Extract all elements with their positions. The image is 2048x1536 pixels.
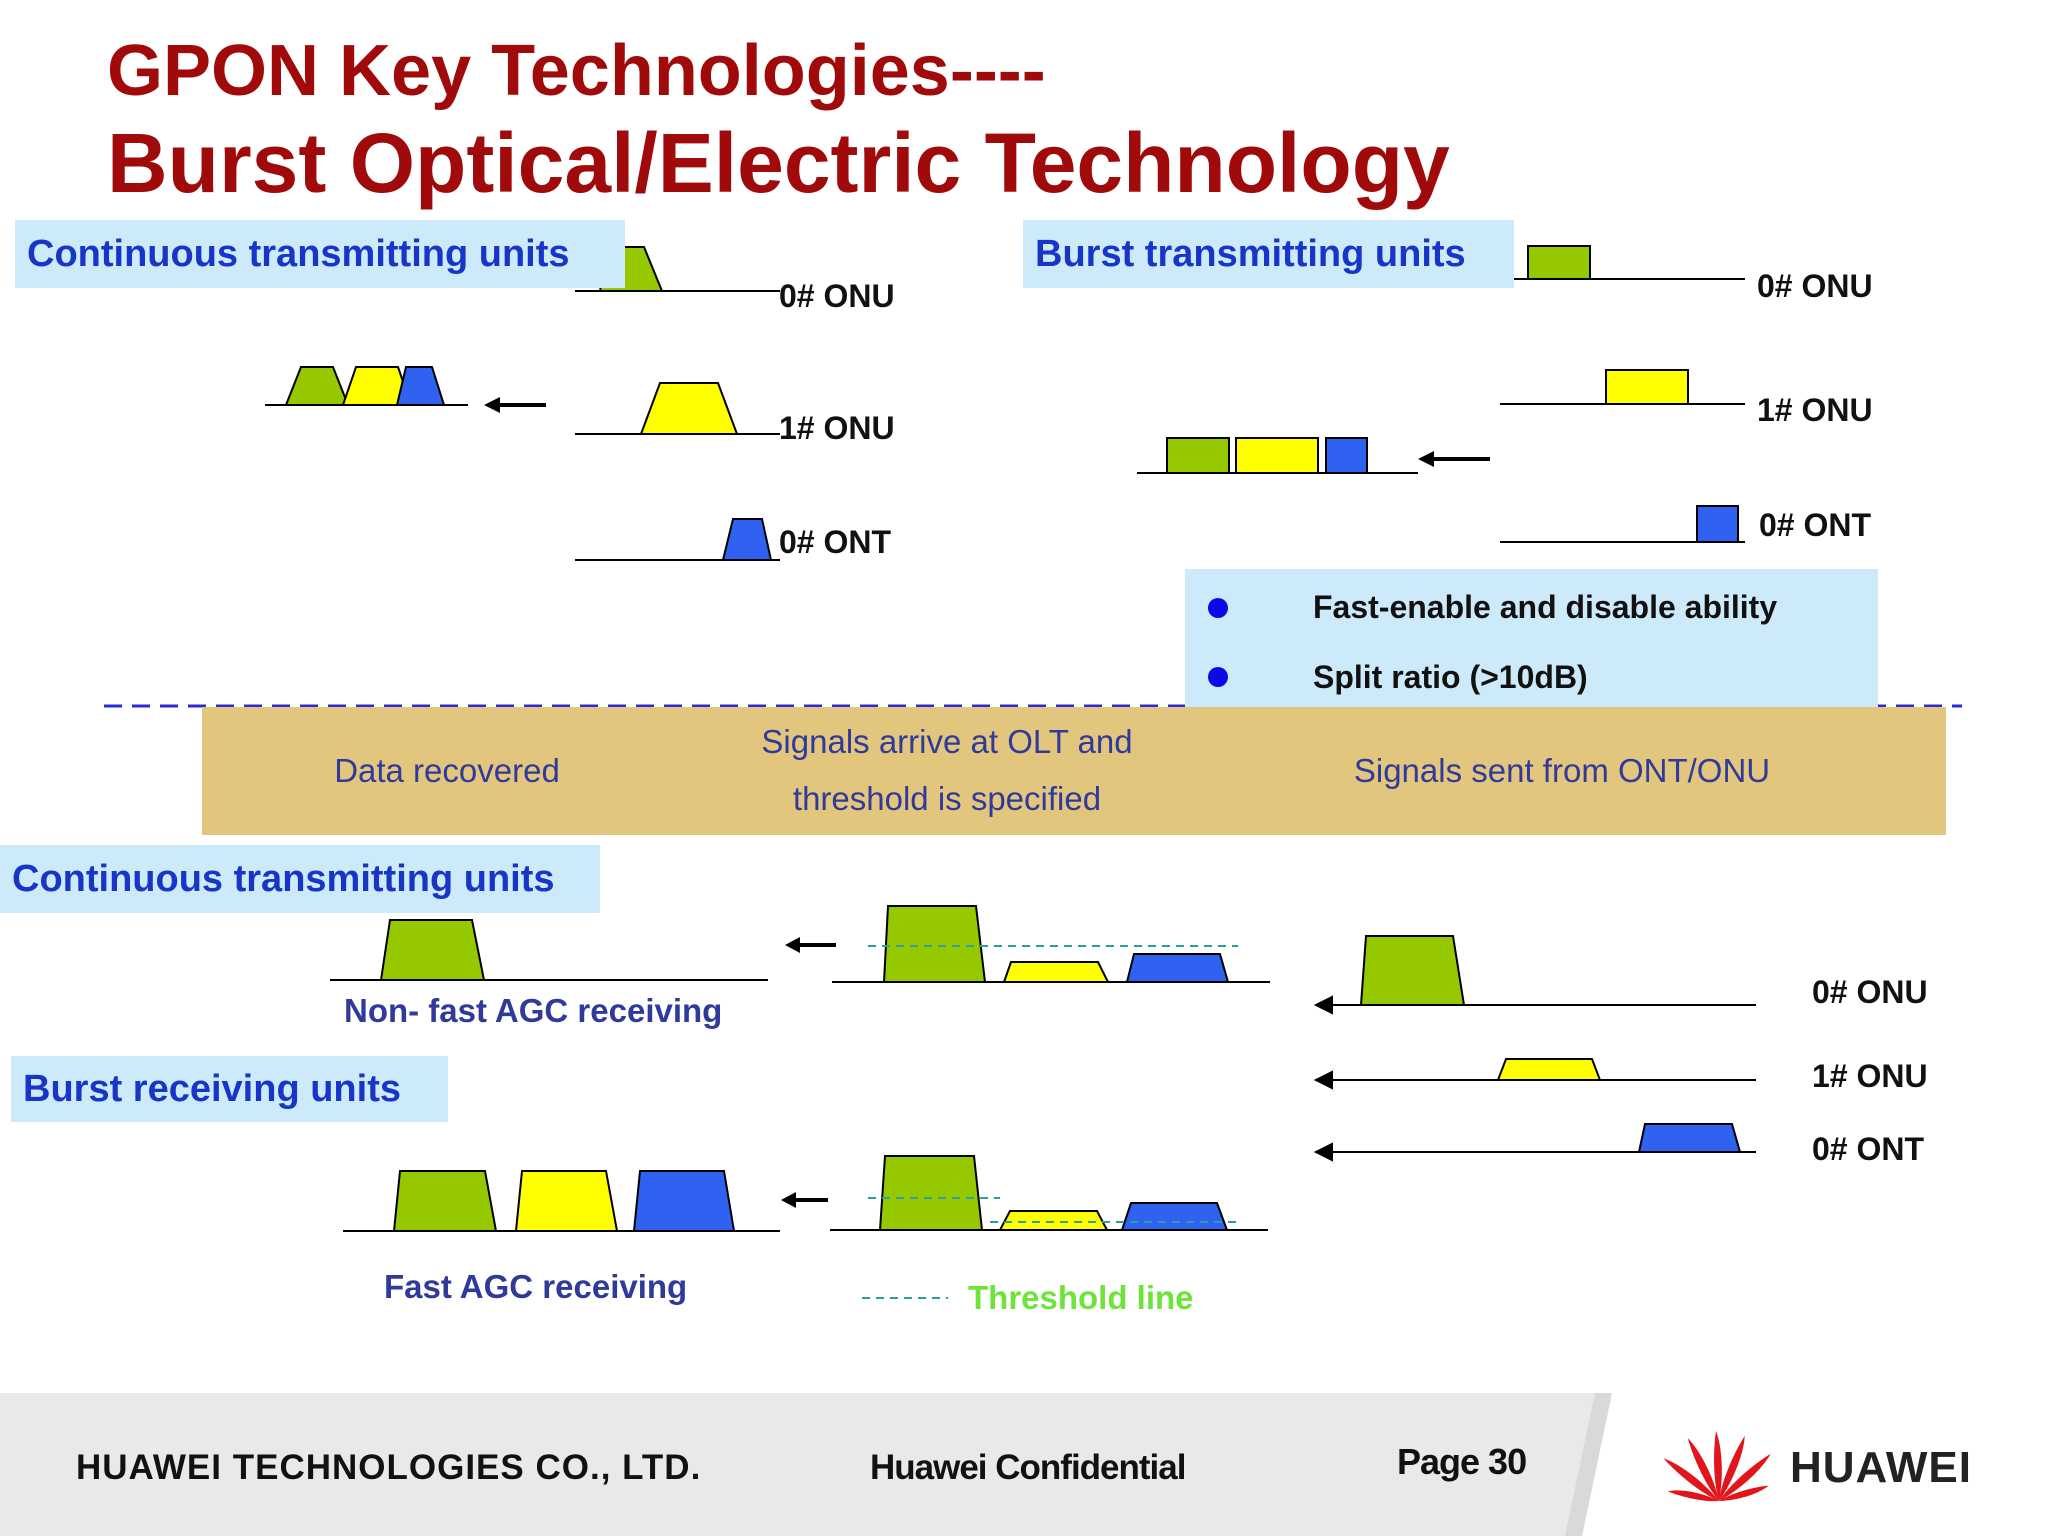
onu1-burst-packet: [1605, 369, 1689, 405]
non-fast-agc-arrow: [785, 937, 836, 953]
top-right-arrow: [1418, 451, 1490, 467]
bottom-onu1-label: 1# ONU: [1812, 1058, 1928, 1094]
slide-title-line1: GPON Key Technologies----: [107, 31, 1046, 111]
band-signals-arrive-line2: threshold is specified: [792, 780, 1102, 817]
band-signals-arrive-line1: Signals arrive at OLT and: [761, 723, 1133, 760]
non-fast-agc-label: Non- fast AGC receiving: [344, 992, 723, 1029]
footer-confidential: Huawei Confidential: [870, 1448, 1186, 1487]
fast-agc-arrow: [781, 1192, 828, 1208]
combined-blue-pulse: [395, 366, 446, 406]
slide-title-line2: Burst Optical/Electric Technology: [107, 116, 1450, 210]
combined-green-pulse: [284, 366, 350, 406]
ont0-burst-packet: [1696, 505, 1739, 543]
footer-company: HUAWEI TECHNOLOGIES CO., LTD.: [76, 1448, 702, 1487]
top-left-arrow: [484, 397, 546, 413]
top-left-onu0-label: 0# ONU: [779, 278, 895, 314]
onu1-signal-pulse: [639, 382, 739, 435]
footer-page-number: Page 30: [1397, 1441, 1527, 1482]
process-stage-band: Data recovered Signals arrive at OLT and…: [202, 707, 1946, 835]
band-signals-sent: Signals sent from ONT/ONU: [1353, 752, 1771, 789]
combined-yellow-pulse: [341, 366, 413, 406]
burst-transmitting-header: Burst transmitting units: [1023, 220, 1514, 288]
combined-green-packet: [1166, 437, 1230, 474]
band-data-recovered: Data recovered: [334, 752, 560, 789]
olt-received-continuous: [832, 905, 1270, 983]
top-left-onu1-label: 1# ONU: [779, 410, 895, 446]
bottom-ont0-label: 0# ONT: [1812, 1131, 1925, 1167]
top-left-continuous-diagram: [265, 246, 780, 561]
continuous-transmitting-header-bottom: Continuous transmitting units: [0, 845, 600, 913]
non-fast-agc-diagram: [330, 919, 768, 981]
footer-white-swoosh: [1565, 1393, 2048, 1536]
burst-receiving-header: Burst receiving units: [11, 1056, 448, 1122]
feature-fast-enable: Fast-enable and disable ability: [1313, 589, 1778, 625]
top-right-onu0-label: 0# ONU: [1757, 268, 1873, 304]
huawei-logo-icon: [1664, 1431, 1771, 1502]
threshold-legend-label: Threshold line: [968, 1279, 1194, 1316]
bullet-dot-2: [1208, 667, 1228, 687]
combined-yellow-packet: [1235, 437, 1319, 474]
slide-footer: HUAWEI TECHNOLOGIES CO., LTD. Huawei Con…: [0, 1393, 2048, 1536]
top-right-onu1-label: 1# ONU: [1757, 392, 1873, 428]
bullet-dot-1: [1208, 598, 1228, 618]
onu0-burst-packet: [1527, 245, 1591, 280]
bottom-onu0-label: 0# ONU: [1812, 974, 1928, 1010]
ont0-signal-pulse: [721, 518, 773, 561]
huawei-logo-text: HUAWEI: [1790, 1443, 1972, 1492]
feature-split-ratio: Split ratio (>10dB): [1313, 659, 1588, 695]
burst-features-box: Fast-enable and disable ability Split ra…: [1185, 569, 1878, 709]
fast-agc-diagram: [343, 1170, 780, 1232]
top-left-ont0-label: 0# ONT: [779, 524, 892, 560]
top-right-ont0-label: 0# ONT: [1759, 507, 1872, 543]
combined-blue-packet: [1325, 437, 1368, 474]
continuous-transmitting-header-top: Continuous transmitting units: [15, 220, 625, 288]
signals-sent-diagram: [1313, 935, 1756, 1162]
fast-agc-label: Fast AGC receiving: [384, 1268, 688, 1305]
top-right-burst-diagram: [1137, 245, 1745, 543]
olt-received-burst: [830, 1155, 1268, 1231]
